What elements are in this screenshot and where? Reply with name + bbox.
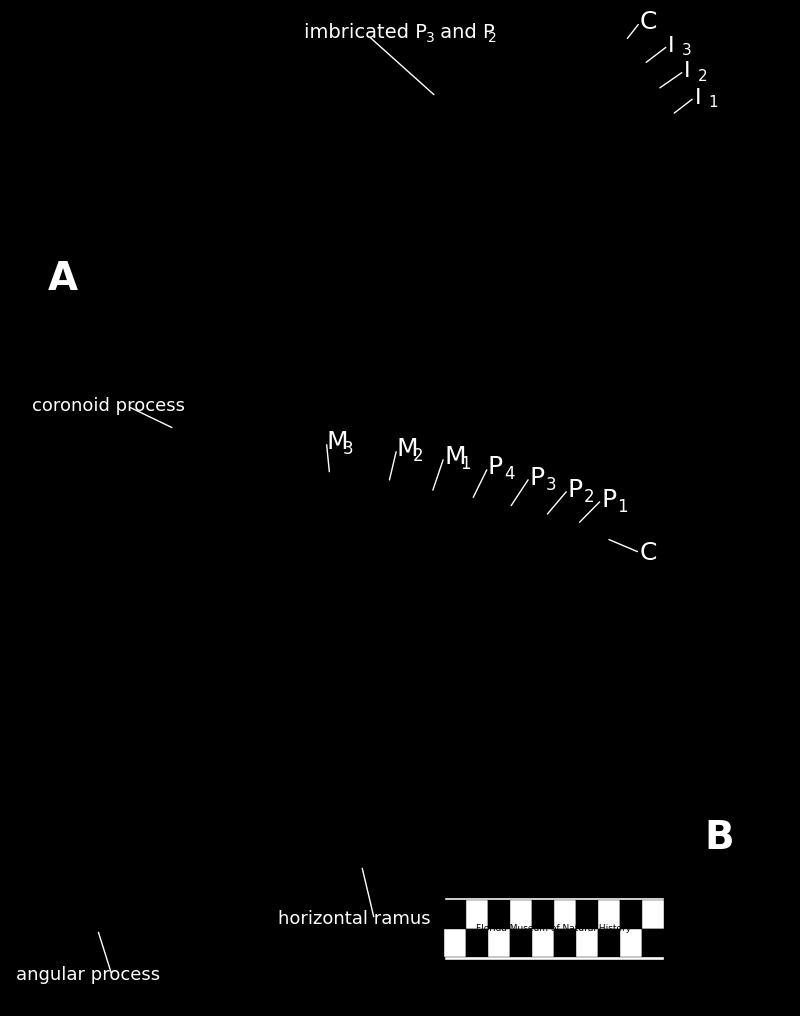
- Text: and P: and P: [434, 23, 494, 42]
- Text: I: I: [694, 87, 701, 108]
- Text: 2: 2: [413, 447, 423, 465]
- Bar: [510, 929, 532, 957]
- Text: imbricated P: imbricated P: [304, 23, 427, 42]
- Text: Florida Museum of Natural History: Florida Museum of Natural History: [477, 925, 631, 933]
- Bar: [554, 929, 576, 957]
- Bar: [620, 929, 642, 957]
- Bar: [510, 900, 532, 929]
- Text: 5 cm: 5 cm: [668, 943, 695, 953]
- Text: 3: 3: [546, 475, 556, 494]
- Bar: [642, 929, 664, 957]
- Bar: [576, 900, 598, 929]
- Text: angular process: angular process: [16, 966, 160, 985]
- Bar: [444, 929, 466, 957]
- Bar: [598, 929, 620, 957]
- Text: M: M: [326, 430, 348, 454]
- Text: I: I: [684, 61, 690, 81]
- Text: 1: 1: [618, 498, 628, 516]
- Text: 2: 2: [584, 488, 594, 506]
- Text: 2 inches: 2 inches: [668, 908, 714, 917]
- Bar: [444, 900, 466, 929]
- Text: 4: 4: [504, 465, 514, 484]
- Text: P: P: [602, 488, 617, 512]
- Text: C: C: [640, 10, 658, 35]
- Bar: [488, 929, 510, 957]
- Text: A: A: [48, 260, 78, 299]
- Text: 2: 2: [698, 69, 707, 83]
- Text: 3: 3: [342, 440, 353, 458]
- Bar: [598, 900, 620, 929]
- Text: M: M: [444, 445, 466, 469]
- Bar: [554, 900, 576, 929]
- Text: 1: 1: [460, 455, 470, 473]
- Text: P: P: [568, 478, 583, 502]
- Text: P: P: [488, 455, 503, 480]
- Text: B: B: [704, 819, 734, 858]
- Text: P: P: [530, 465, 545, 490]
- Bar: [620, 900, 642, 929]
- Bar: [488, 900, 510, 929]
- Bar: [466, 929, 488, 957]
- Text: I: I: [668, 36, 674, 56]
- Text: C: C: [640, 541, 658, 565]
- Text: 2: 2: [488, 30, 497, 45]
- Text: M: M: [397, 437, 418, 461]
- Bar: [532, 900, 554, 929]
- Text: coronoid process: coronoid process: [32, 397, 185, 416]
- Bar: [576, 929, 598, 957]
- Text: 3: 3: [426, 30, 434, 45]
- Text: horizontal ramus: horizontal ramus: [278, 910, 431, 929]
- Text: 1: 1: [708, 96, 718, 110]
- Text: 3: 3: [682, 44, 691, 58]
- Bar: [532, 929, 554, 957]
- Bar: [642, 900, 664, 929]
- Bar: [466, 900, 488, 929]
- Bar: [444, 897, 664, 960]
